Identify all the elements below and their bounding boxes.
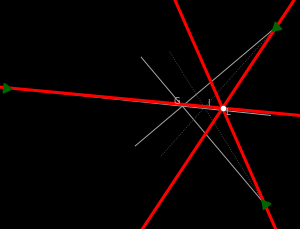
- Text: L: L: [225, 107, 230, 116]
- Text: G: G: [173, 97, 180, 106]
- Text: I: I: [207, 98, 210, 107]
